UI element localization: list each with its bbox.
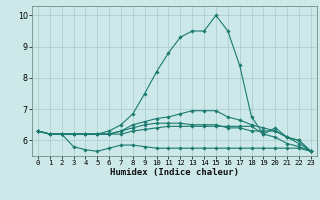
X-axis label: Humidex (Indice chaleur): Humidex (Indice chaleur) <box>110 168 239 177</box>
